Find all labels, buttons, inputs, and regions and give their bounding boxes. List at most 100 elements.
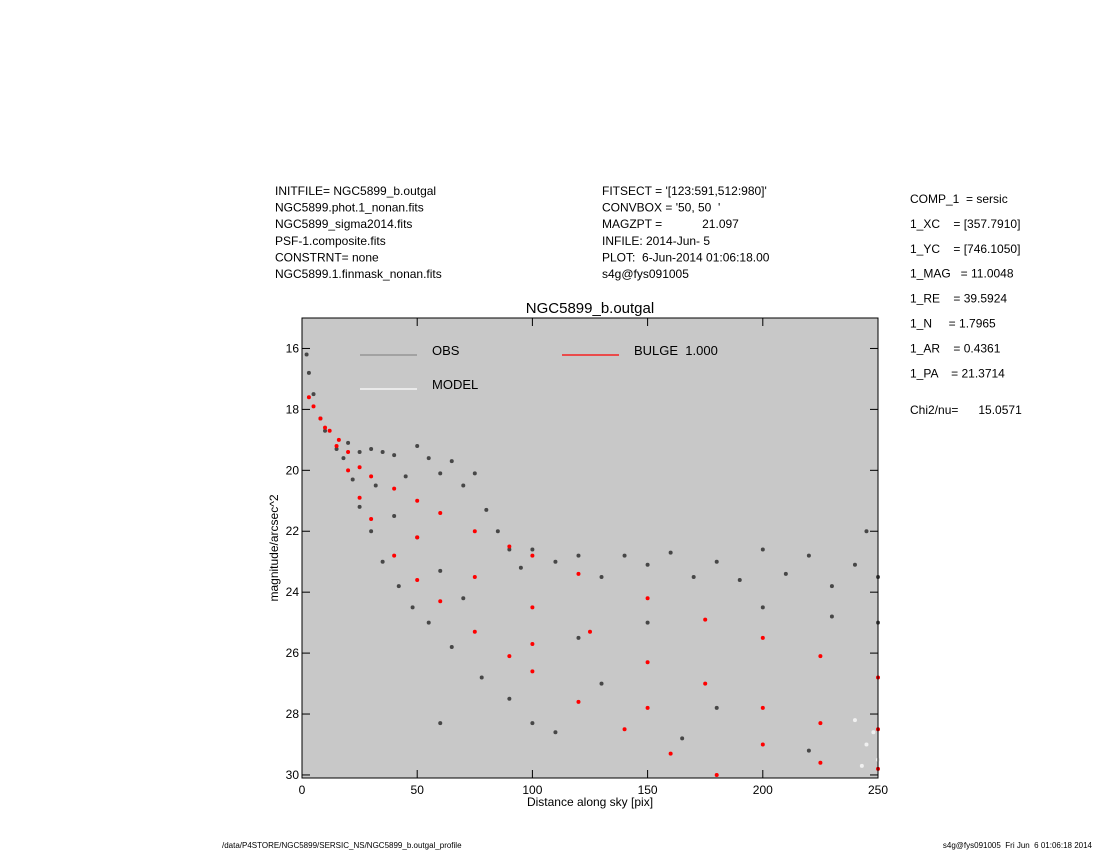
data-point bbox=[714, 705, 719, 710]
legend-label: MODEL bbox=[432, 377, 478, 392]
data-point bbox=[323, 428, 328, 433]
header-line: NGC5899.phot.1_nonan.fits bbox=[275, 201, 424, 215]
data-point bbox=[346, 468, 351, 473]
header-line: NGC5899_sigma2014.fits bbox=[275, 217, 412, 231]
data-point bbox=[668, 550, 673, 555]
data-point bbox=[426, 620, 431, 625]
data-point bbox=[703, 617, 708, 622]
data-point bbox=[680, 736, 685, 741]
data-point bbox=[373, 483, 378, 488]
data-point bbox=[334, 443, 339, 448]
data-point bbox=[588, 629, 592, 634]
data-point bbox=[369, 517, 374, 522]
data-point bbox=[304, 352, 309, 357]
data-point bbox=[311, 404, 316, 409]
data-point bbox=[599, 681, 604, 686]
data-point bbox=[864, 529, 869, 534]
data-point bbox=[380, 559, 385, 564]
data-point bbox=[760, 547, 765, 552]
data-point bbox=[852, 718, 857, 723]
legend-label: OBS bbox=[432, 343, 460, 358]
data-point bbox=[410, 605, 415, 610]
data-point bbox=[645, 596, 650, 601]
data-point bbox=[530, 669, 535, 674]
y-tick-label: 22 bbox=[286, 524, 300, 538]
data-point bbox=[530, 721, 535, 726]
data-point bbox=[760, 635, 765, 640]
parameter: 1_RE = 39.5924 bbox=[910, 292, 1007, 306]
data-point bbox=[327, 428, 332, 433]
data-point bbox=[438, 721, 443, 726]
x-tick-label: 150 bbox=[638, 783, 658, 797]
data-point bbox=[438, 599, 443, 604]
data-point bbox=[806, 748, 811, 753]
data-point bbox=[530, 605, 535, 610]
data-point bbox=[472, 629, 477, 634]
parameter: COMP_1 = sersic bbox=[910, 192, 1008, 206]
parameter: 1_AR = 0.4361 bbox=[910, 341, 1001, 355]
y-tick-label: 16 bbox=[286, 341, 300, 355]
data-point bbox=[859, 763, 864, 768]
y-tick-label: 30 bbox=[286, 768, 300, 782]
data-point bbox=[472, 529, 477, 534]
data-point bbox=[829, 584, 834, 589]
data-point bbox=[341, 456, 346, 461]
data-point bbox=[622, 553, 627, 558]
data-point bbox=[576, 699, 581, 704]
data-point bbox=[380, 450, 385, 455]
parameter: 1_XC = [357.7910] bbox=[910, 217, 1020, 231]
y-tick-label: 18 bbox=[286, 402, 300, 416]
data-point bbox=[392, 453, 397, 458]
data-point bbox=[818, 654, 823, 659]
data-point bbox=[334, 446, 339, 451]
data-point bbox=[357, 504, 362, 509]
chart-title: NGC5899_b.outgal bbox=[526, 300, 654, 317]
data-point bbox=[357, 450, 362, 455]
data-point bbox=[691, 574, 696, 579]
data-point bbox=[714, 559, 719, 564]
x-tick-label: 50 bbox=[411, 783, 425, 797]
header-line: INITFILE= NGC5899_b.outgal bbox=[275, 184, 436, 198]
data-point bbox=[369, 529, 374, 534]
y-tick-label: 26 bbox=[286, 646, 300, 660]
data-point bbox=[530, 641, 535, 646]
data-point bbox=[415, 443, 420, 448]
data-point bbox=[357, 465, 362, 470]
x-tick-label: 200 bbox=[753, 783, 773, 797]
data-point bbox=[645, 620, 650, 625]
data-point bbox=[737, 577, 742, 582]
data-point bbox=[415, 535, 420, 540]
data-point bbox=[645, 562, 650, 567]
data-point bbox=[576, 553, 581, 558]
data-point bbox=[449, 645, 454, 650]
data-point bbox=[336, 437, 341, 442]
data-point bbox=[392, 553, 397, 558]
data-point bbox=[438, 510, 443, 515]
data-point bbox=[438, 471, 443, 476]
data-point bbox=[553, 730, 558, 735]
data-point bbox=[864, 742, 869, 747]
data-point bbox=[318, 416, 323, 421]
data-point bbox=[479, 675, 484, 680]
data-point bbox=[392, 514, 397, 519]
data-point bbox=[346, 450, 351, 455]
data-point bbox=[461, 596, 466, 601]
y-tick-label: 28 bbox=[286, 707, 300, 721]
data-point bbox=[472, 574, 477, 579]
parameter: 1_PA = 21.3714 bbox=[910, 366, 1005, 380]
y-axis-label: magnitude/arcsec^2 bbox=[267, 494, 281, 601]
data-point bbox=[507, 544, 512, 549]
data-point bbox=[484, 507, 489, 512]
data-point bbox=[369, 474, 374, 479]
x-axis-label: Distance along sky [pix] bbox=[527, 795, 653, 809]
data-point bbox=[449, 459, 454, 464]
data-point bbox=[576, 571, 581, 576]
chi2: Chi2/nu= 15.0571 bbox=[910, 403, 1022, 417]
data-point bbox=[507, 654, 512, 659]
data-point bbox=[518, 565, 523, 570]
data-point bbox=[871, 730, 876, 735]
data-point bbox=[760, 742, 765, 747]
points bbox=[304, 352, 880, 777]
data-point bbox=[507, 696, 512, 701]
